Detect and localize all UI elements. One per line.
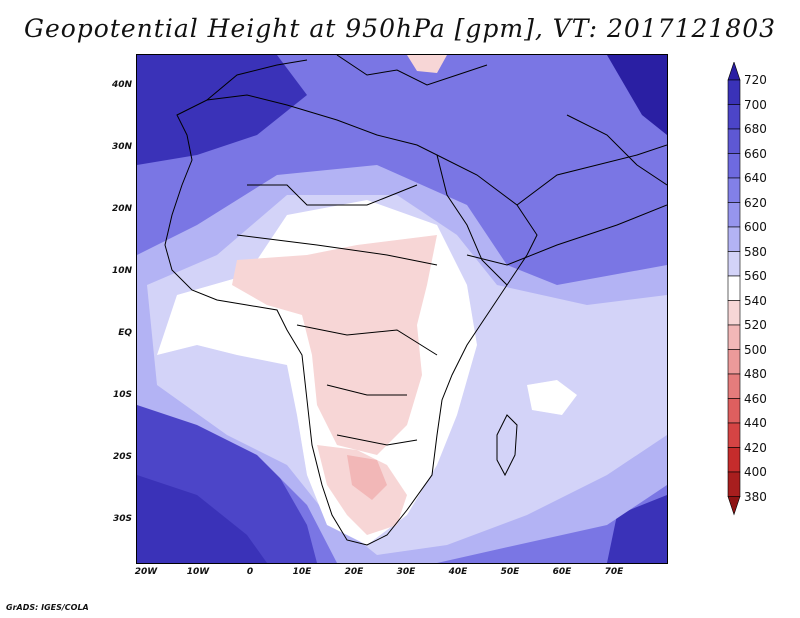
colorbar-swatch [727,300,741,326]
colorbar-arrow-bottom [727,496,741,516]
colorbar-level-label: 520 [744,318,767,332]
colorbar-swatch [727,324,741,350]
lat-label-eq: EQ [118,328,132,338]
field-high-nw [137,55,307,165]
colorbar [727,62,741,516]
lat-label-30s: 30S [112,514,132,524]
coastlines [164,55,667,546]
colorbar-level-label: 700 [744,97,767,112]
lon-label-20e: 20E [344,567,364,577]
lon-label-0: 0 [246,567,254,577]
colorbar-level-label: 680 [744,122,767,136]
lon-label-20w: 20W [134,567,158,577]
colorbar-swatch [727,422,741,448]
lon-label-40e: 40E [448,567,468,577]
colorbar-level-label: 560 [744,269,767,283]
field-low-north [407,55,447,73]
colorbar-swatch [727,202,741,228]
colorbar-swatch [727,373,741,399]
lon-label-10e: 10E [292,567,312,577]
lon-label-60e: 60E [552,567,572,577]
colorbar-swatch [727,79,741,105]
colorbar-level-label: 580 [744,244,767,259]
lon-label-50e: 50E [500,567,520,577]
colorbar-swatch [727,447,741,473]
colorbar-level-label: 620 [744,195,767,210]
field-high-ne [607,55,667,135]
colorbar-swatch [727,275,741,301]
lon-label-30e: 30E [396,567,416,577]
colorbar-level-label: 500 [744,342,767,357]
lat-label-10n: 10N [111,266,132,276]
field-low-south-core [347,455,387,500]
colorbar-swatch [727,349,741,375]
lat-label-30n: 30N [111,142,132,152]
colorbar-level-label: 720 [744,73,767,87]
map-plot-area [136,54,668,564]
colorbar-swatch [727,177,741,203]
colorbar-level-label: 480 [744,367,767,381]
chart-title: Geopotential Height at 950hPa [gpm], VT:… [23,14,777,43]
colorbar-swatch [727,398,741,424]
field-low-central [232,235,437,455]
colorbar-level-label: 600 [744,220,767,234]
colorbar-swatch [727,153,741,179]
colorbar-level-label: 640 [744,171,767,185]
colorbar-level-label: 460 [744,391,767,406]
colorbar-swatch [727,104,741,130]
lat-label-20n: 20N [111,204,132,214]
lon-label-70e: 70E [604,567,624,577]
colorbar-swatch [727,128,741,154]
colorbar-swatch [727,471,741,497]
field-high-sw-core [137,475,267,563]
credit-text: GrADS: IGES/COLA [6,603,89,612]
colorbar-arrow-top [727,62,741,81]
geopotential-field [137,55,667,563]
colorbar-level-label: 540 [744,293,767,308]
lon-label-10w: 10W [186,567,210,577]
colorbar-level-label: 440 [744,416,767,430]
field-high-se [607,495,667,563]
lat-label-20s: 20S [112,452,132,462]
colorbar-level-label: 380 [744,489,767,504]
lat-label-10s: 10S [112,390,132,400]
lat-label-40n: 40N [111,80,132,90]
colorbar-level-label: 420 [744,440,767,455]
colorbar-swatch [727,251,741,277]
colorbar-level-label: 660 [744,146,767,161]
field-neutral-ocean [527,380,577,415]
colorbar-level-label: 400 [744,465,767,479]
colorbar-swatch [727,226,741,252]
